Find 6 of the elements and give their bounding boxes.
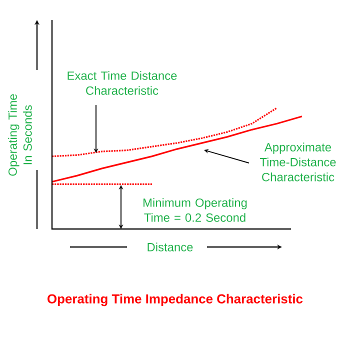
text: Exact Time Distance Characteristic <box>68 71 177 95</box>
annotation: Approximate Time-Distance Characteristic <box>260 142 336 182</box>
text: Operating Time Impedance Characteristic <box>48 294 303 306</box>
annotation: Minimum Operating Time = 0.2 Second <box>143 198 247 222</box>
x-axis-title: Distance <box>148 242 193 252</box>
y-axis-title: Operating Time In Seconds <box>8 94 32 176</box>
